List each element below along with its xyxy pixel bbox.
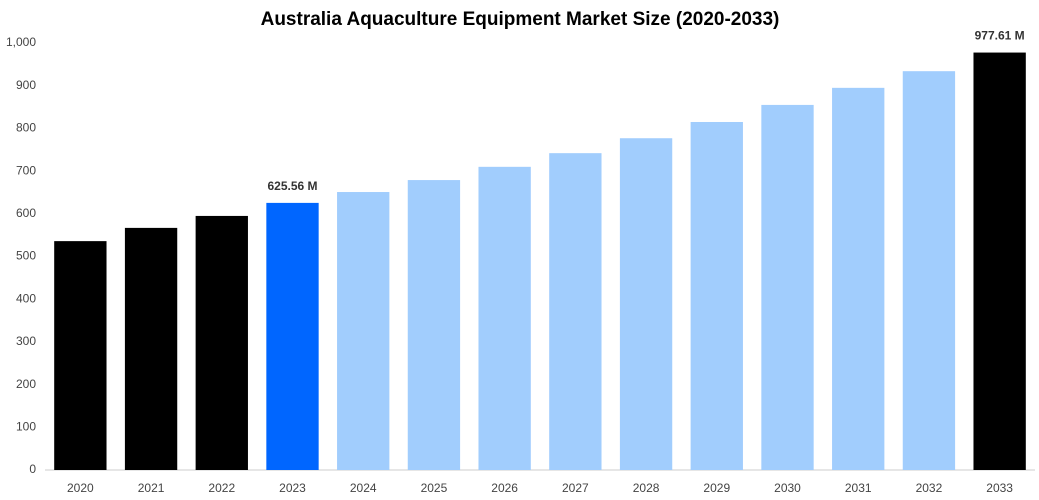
y-tick-label: 900 — [16, 78, 36, 92]
value-label: 977.61 M — [975, 29, 1025, 43]
y-tick-label: 200 — [16, 377, 36, 391]
x-tick-label: 2029 — [703, 481, 730, 495]
bar — [54, 241, 107, 470]
y-tick-label: 0 — [29, 462, 36, 476]
x-tick-label: 2028 — [633, 481, 660, 495]
bar — [619, 138, 673, 470]
y-tick-label: 600 — [16, 206, 36, 220]
chart-title: Australia Aquaculture Equipment Market S… — [261, 9, 780, 30]
x-tick-label: 2023 — [279, 481, 306, 495]
x-tick-label: 2031 — [845, 481, 872, 495]
bar — [266, 202, 319, 471]
bar — [195, 215, 248, 470]
x-tick-label: 2022 — [208, 481, 235, 495]
x-tick-label: 2025 — [421, 481, 448, 495]
bar — [478, 166, 531, 470]
x-tick-label: 2030 — [774, 481, 801, 495]
y-tick-label: 400 — [16, 291, 36, 305]
bar — [902, 71, 956, 470]
x-tick-label: 2024 — [350, 481, 377, 495]
bar — [832, 87, 885, 471]
y-tick-label: 100 — [16, 419, 36, 433]
bar — [549, 153, 602, 470]
x-tick-label: 2027 — [562, 481, 589, 495]
bar — [337, 192, 390, 470]
x-tick-label: 2020 — [67, 481, 94, 495]
bar — [124, 227, 178, 470]
value-label: 625.56 M — [267, 179, 317, 193]
x-tick-label: 2026 — [491, 481, 518, 495]
y-tick-label: 800 — [16, 121, 36, 135]
y-tick-label: 700 — [16, 163, 36, 177]
x-tick-label: 2032 — [916, 481, 943, 495]
y-tick-label: 1,000 — [6, 35, 36, 49]
bar — [761, 104, 814, 470]
y-tick-label: 300 — [16, 334, 36, 348]
bar — [973, 52, 1026, 470]
x-tick-label: 2033 — [986, 481, 1013, 495]
bar — [690, 121, 743, 471]
x-tick-label: 2021 — [138, 481, 165, 495]
bar — [407, 180, 461, 470]
y-tick-label: 500 — [16, 249, 36, 263]
